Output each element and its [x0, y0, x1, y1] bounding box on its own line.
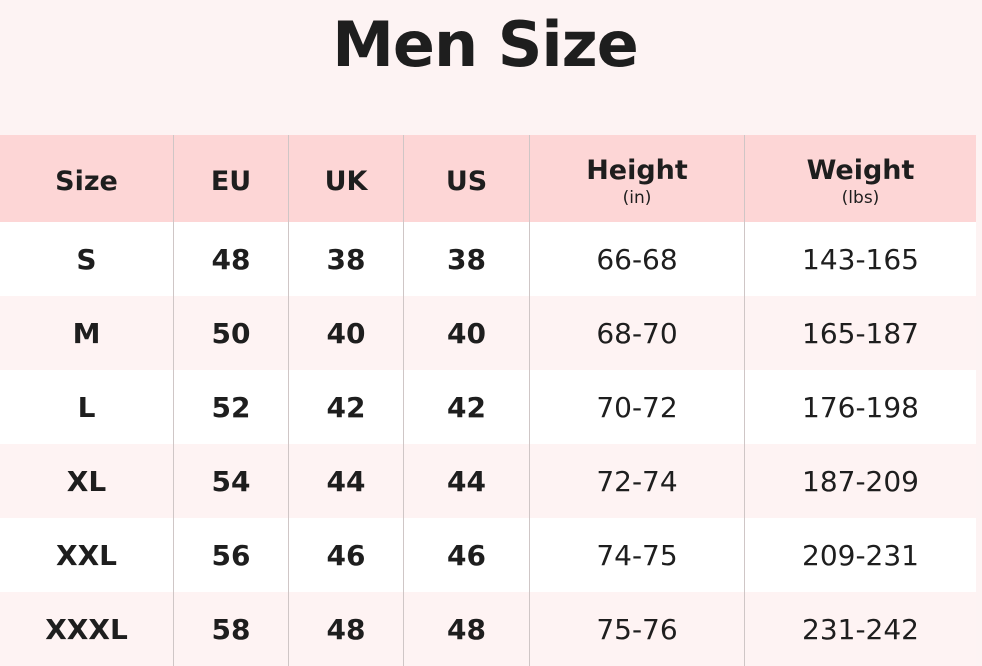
table-cell: 44 — [289, 444, 404, 518]
column-header-label: UK — [324, 166, 368, 197]
table-cell: 46 — [404, 518, 530, 592]
table-cell: 72-74 — [530, 444, 745, 518]
size-table: Size EU UK US Height (in) Weight (lbs) S 48 38 38 6… — [0, 135, 976, 666]
table-cell: 42 — [289, 370, 404, 444]
table-cell: XL — [0, 444, 174, 518]
column-header: US — [404, 135, 530, 222]
table-cell: 46 — [289, 518, 404, 592]
table-cell: 40 — [289, 296, 404, 370]
column-header: Weight (lbs) — [745, 135, 976, 222]
table-cell: S — [0, 222, 174, 296]
table-cell: L — [0, 370, 174, 444]
table-cell: 48 — [174, 222, 289, 296]
column-header-unit: (in) — [622, 188, 652, 208]
table-cell: 40 — [404, 296, 530, 370]
table-cell: 50 — [174, 296, 289, 370]
table-cell: M — [0, 296, 174, 370]
table-cell: 70-72 — [530, 370, 745, 444]
table-cell: 143-165 — [802, 242, 919, 276]
table-header: Size EU UK US Height (in) Weight (lbs) — [0, 135, 976, 222]
column-header-unit: (lbs) — [841, 188, 880, 208]
table-cell: 176-198 — [802, 390, 919, 424]
table-row: M 50 40 40 68-70 165-187 — [0, 296, 976, 370]
page-title: Men Size — [332, 8, 639, 81]
table-row: XXL 56 46 46 74-75 209-231 — [0, 518, 976, 592]
table-cell: 74-75 — [530, 518, 745, 592]
column-header: UK — [289, 135, 404, 222]
table-row: S 48 38 38 66-68 143-165 — [0, 222, 976, 296]
table-cell: 42 — [404, 370, 530, 444]
column-header-label: Weight — [806, 155, 915, 186]
table-row: L 52 42 42 70-72 176-198 — [0, 370, 976, 444]
table-cell: 75-76 — [530, 592, 745, 666]
table-cell: 38 — [404, 222, 530, 296]
column-header: Size — [0, 135, 174, 222]
column-header-label: US — [445, 166, 488, 197]
table-row: XXXL 58 48 48 75-76 231-242 — [0, 592, 976, 666]
table-cell: 44 — [404, 444, 530, 518]
table-cell: 52 — [174, 370, 289, 444]
table-cell: 54 — [174, 444, 289, 518]
table-cell: 48 — [404, 592, 530, 666]
column-header: EU — [174, 135, 289, 222]
table-cell: 165-187 — [802, 316, 919, 350]
column-header: Height (in) — [530, 135, 745, 222]
table-cell: XXXL — [0, 592, 174, 666]
table-cell: 187-209 — [802, 464, 919, 498]
table-cell: 68-70 — [530, 296, 745, 370]
table-cell: XXL — [0, 518, 174, 592]
table-cell: 56 — [174, 518, 289, 592]
table-cell: 209-231 — [802, 538, 919, 572]
column-header-label: EU — [210, 166, 252, 197]
column-header-label: Size — [55, 166, 118, 197]
table-cell: 38 — [289, 222, 404, 296]
column-header-label: Height — [586, 155, 688, 186]
table-cell: 231-242 — [802, 612, 919, 646]
table-cell: 48 — [289, 592, 404, 666]
table-row: XL 54 44 44 72-74 187-209 — [0, 444, 976, 518]
table-cell: 58 — [174, 592, 289, 666]
table-cell: 66-68 — [530, 222, 745, 296]
